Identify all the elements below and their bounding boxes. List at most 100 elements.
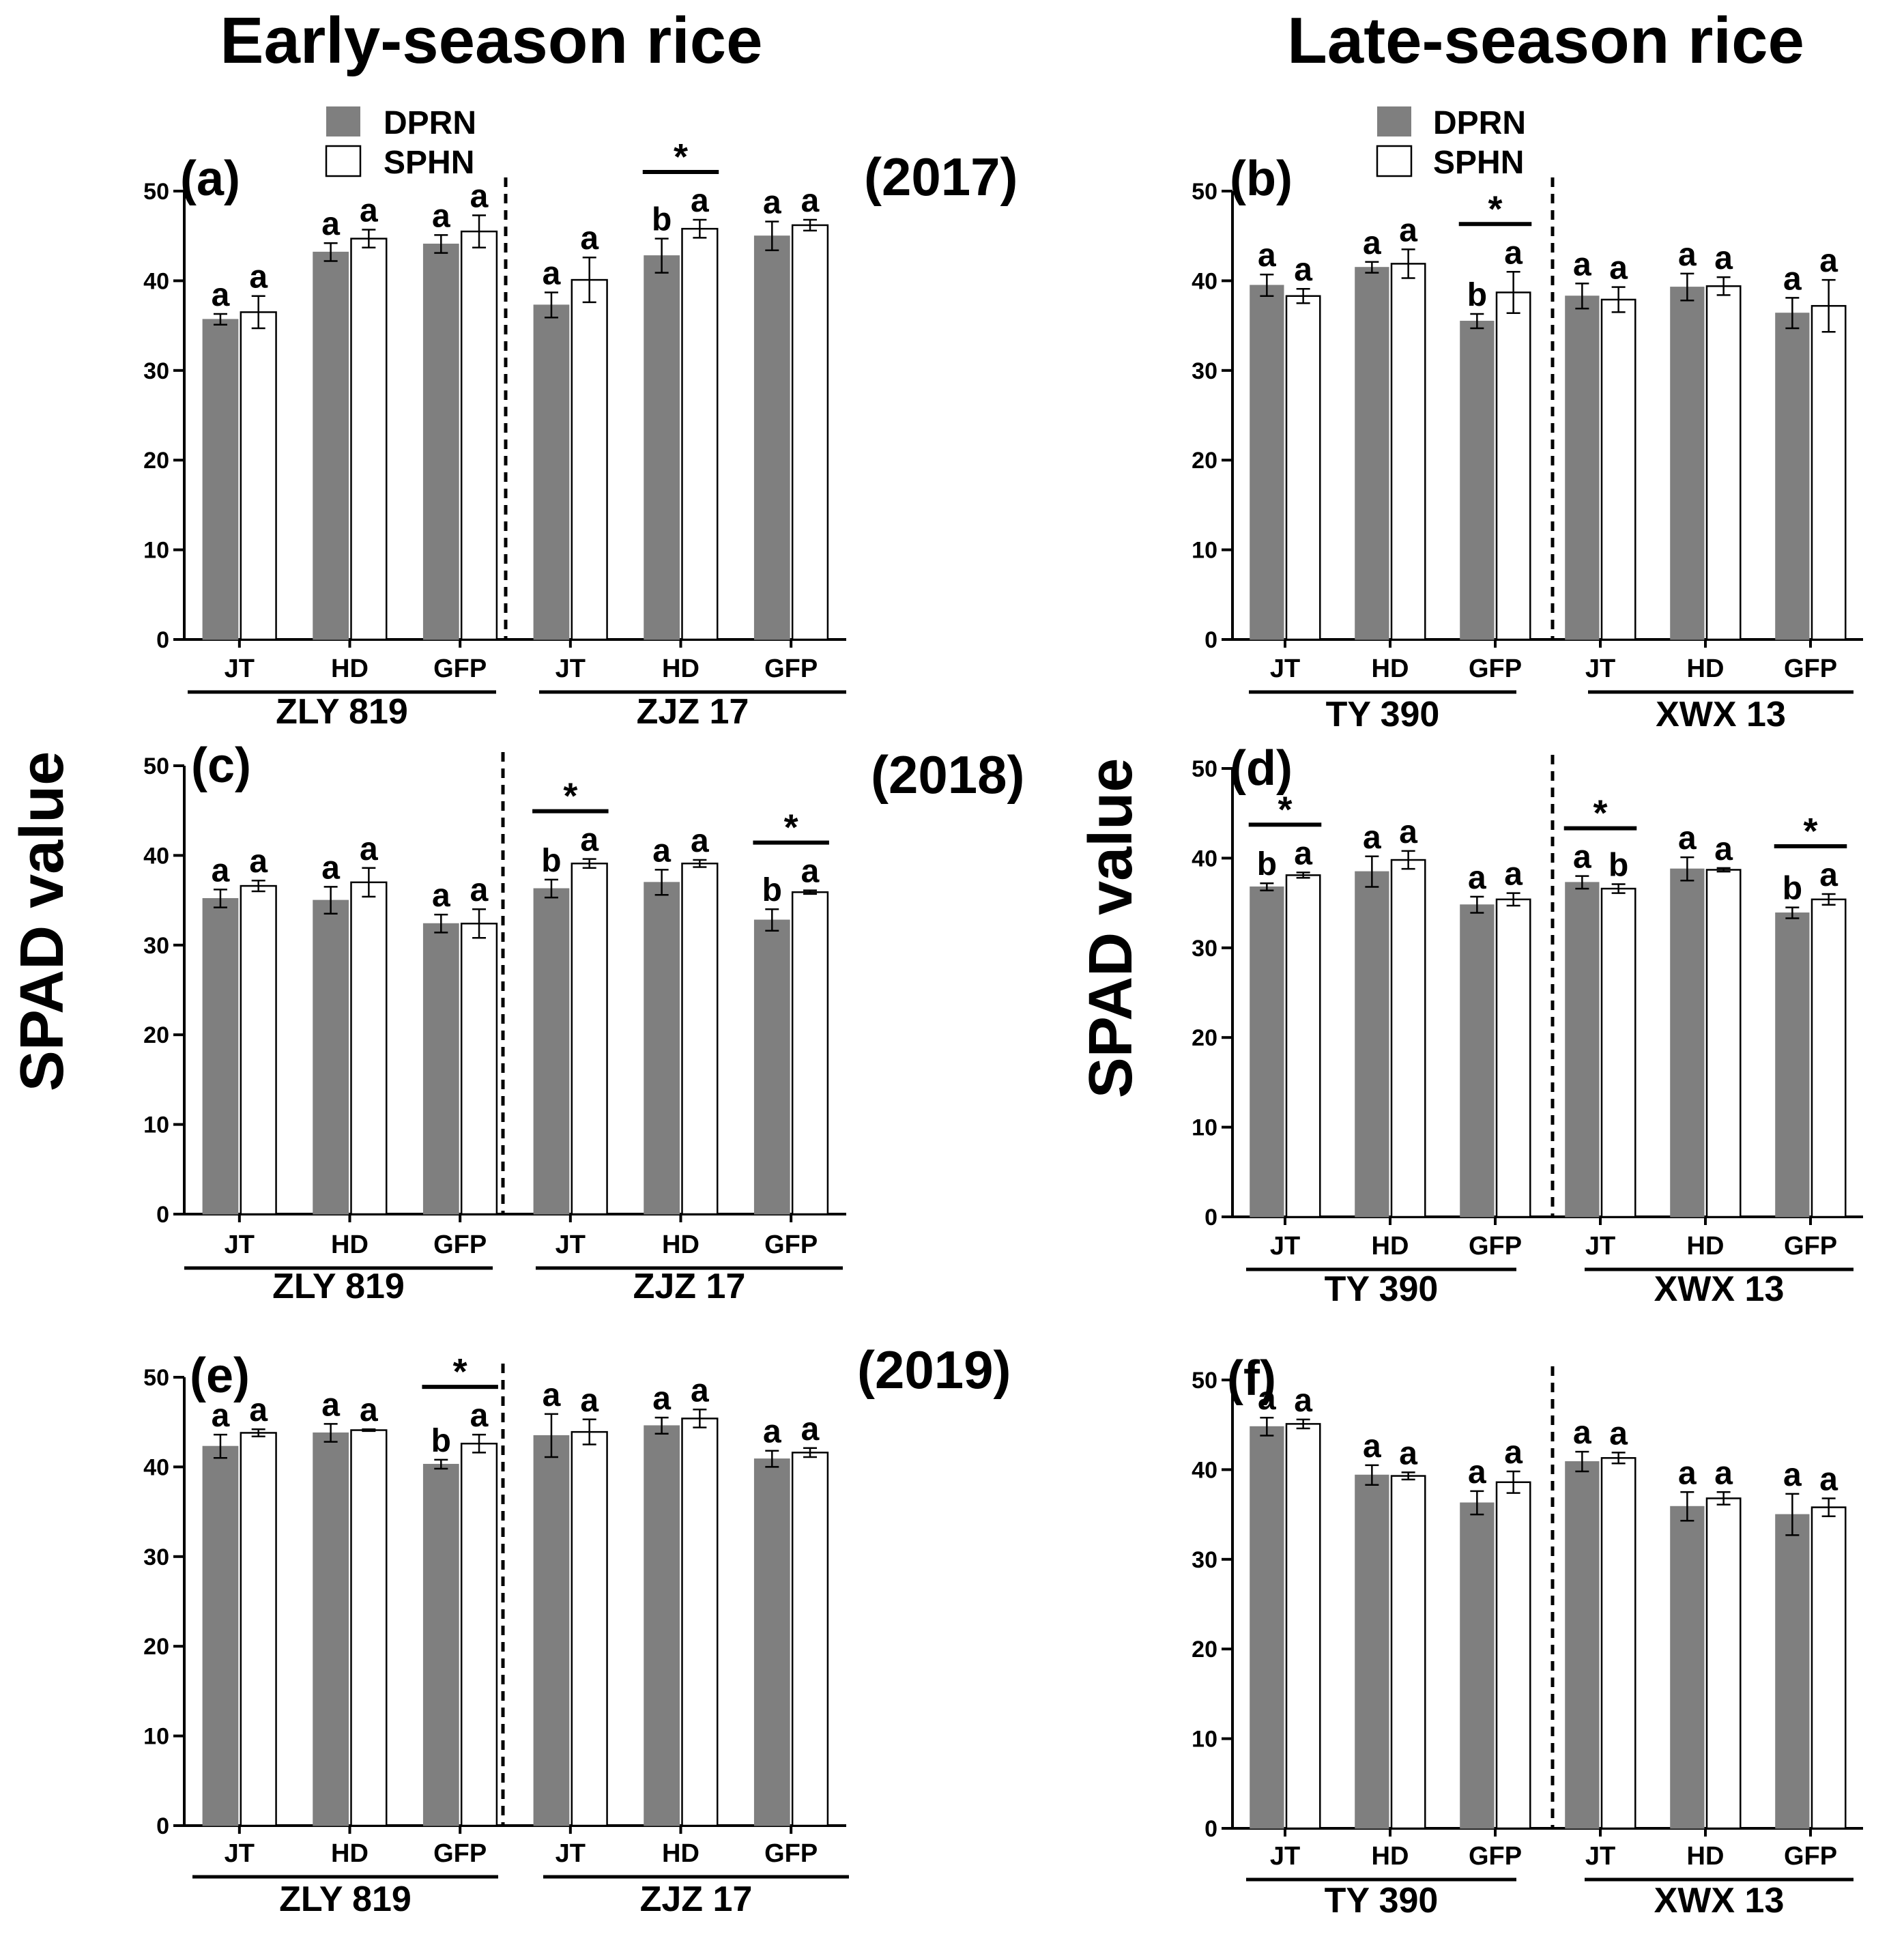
bar-dprn xyxy=(1670,868,1705,1218)
bar-sphn xyxy=(571,862,608,1215)
significance-letter: a xyxy=(1294,1383,1312,1419)
bar-sphn xyxy=(791,891,829,1215)
cultivar-label: ZJZ 17 xyxy=(637,692,749,732)
significance-letter: a xyxy=(360,831,378,867)
bar-dprn xyxy=(1565,296,1600,640)
category-label: GFP xyxy=(1469,654,1522,683)
bar-dprn xyxy=(202,1445,239,1826)
bar-sphn xyxy=(1390,1475,1426,1830)
significance-letter: a xyxy=(1714,831,1733,867)
bar-sphn xyxy=(350,1429,388,1827)
category-label: HD xyxy=(662,1839,699,1868)
bar-dprn xyxy=(1775,313,1810,640)
bar-sphn xyxy=(1705,285,1742,641)
bar-sphn xyxy=(681,862,719,1215)
bar-sphn xyxy=(1390,859,1426,1218)
year-label-2017: (2017) xyxy=(864,147,1018,207)
significance-star: * xyxy=(784,807,798,848)
significance-letter: a xyxy=(1363,820,1381,856)
significance-letter: a xyxy=(212,277,230,313)
y-tick-label: 10 xyxy=(143,1724,169,1750)
bar-dprn xyxy=(422,244,459,640)
bar-sphn xyxy=(350,238,388,641)
bar-dprn xyxy=(533,1435,570,1826)
bar-sphn xyxy=(1811,898,1847,1218)
bar-dprn xyxy=(533,304,570,640)
y-tick-label: 30 xyxy=(1192,1547,1217,1573)
bar-dprn xyxy=(1460,321,1495,640)
cultivar-label: ZJZ 17 xyxy=(633,1267,746,1306)
y-tick-label: 40 xyxy=(143,1454,169,1480)
category-label: JT xyxy=(556,1839,586,1868)
bar-sphn xyxy=(1811,1506,1847,1830)
significance-letter: a xyxy=(1504,235,1523,271)
bar-sphn xyxy=(1705,1497,1742,1830)
category-label: GFP xyxy=(1469,1232,1522,1261)
legend-label-dprn: DPRN xyxy=(384,105,476,141)
category-label: HD xyxy=(1687,1842,1725,1871)
legend-swatch-dprn xyxy=(1377,106,1411,136)
bar-sphn xyxy=(681,1417,719,1827)
bar-sphn xyxy=(240,1432,277,1827)
y-axis-label-left: SPAD value xyxy=(8,751,76,1092)
bar-dprn xyxy=(422,1463,459,1826)
bar-sphn xyxy=(1495,1481,1531,1830)
y-tick-label: 0 xyxy=(1205,627,1217,653)
significance-letter: a xyxy=(580,822,598,859)
significance-letter: b xyxy=(541,843,561,879)
bar-dprn xyxy=(202,897,239,1215)
significance-letter: a xyxy=(321,1387,340,1423)
panel-label: (d) xyxy=(1230,741,1293,796)
category-label: GFP xyxy=(764,1230,818,1259)
cultivar-label: XWX 13 xyxy=(1654,1881,1785,1920)
category-label: GFP xyxy=(433,1839,487,1868)
significance-letter: a xyxy=(1714,1455,1733,1491)
y-tick-label: 10 xyxy=(143,1112,169,1138)
y-tick-label: 50 xyxy=(1192,756,1217,782)
y-tick-label: 50 xyxy=(1192,1368,1217,1394)
significance-letter: a xyxy=(321,850,340,886)
late-season-title: Late-season rice xyxy=(1287,4,1804,77)
y-tick-label: 10 xyxy=(143,538,169,564)
category-label: GFP xyxy=(764,654,818,683)
bar-sphn xyxy=(1285,874,1321,1218)
bar-dprn xyxy=(533,888,570,1215)
significance-letter: a xyxy=(691,183,709,219)
y-tick-label: 50 xyxy=(1192,179,1217,205)
bar-sphn xyxy=(350,881,388,1215)
y-tick-label: 10 xyxy=(1192,538,1217,564)
y-tick-label: 20 xyxy=(143,1022,169,1048)
category-label: JT xyxy=(225,1230,255,1259)
bar-dprn xyxy=(753,919,790,1215)
y-tick-label: 10 xyxy=(1192,1727,1217,1753)
cultivar-label: XWX 13 xyxy=(1654,1269,1785,1309)
category-label: HD xyxy=(1372,654,1409,683)
bar-dprn xyxy=(1775,1514,1810,1829)
significance-letter: a xyxy=(691,1372,709,1409)
significance-letter: a xyxy=(652,1381,671,1417)
bar-dprn xyxy=(202,319,239,640)
significance-star: * xyxy=(1488,188,1502,229)
significance-letter: a xyxy=(1678,1455,1697,1491)
bar-dprn xyxy=(1670,287,1705,640)
category-label: JT xyxy=(1585,654,1615,683)
significance-letter: a xyxy=(360,193,378,229)
panel-label: (b) xyxy=(1230,152,1293,206)
y-tick-label: 50 xyxy=(143,179,169,205)
significance-letter: b xyxy=(1783,871,1802,907)
bar-sphn xyxy=(791,224,829,641)
bar-sphn xyxy=(240,311,277,641)
significance-letter: a xyxy=(580,220,598,257)
significance-letter: a xyxy=(1609,250,1628,287)
significance-star: * xyxy=(453,1351,467,1392)
bar-dprn xyxy=(644,882,680,1215)
significance-letter: a xyxy=(1573,1415,1591,1451)
legend-left: DPRN SPHN xyxy=(325,105,476,181)
y-tick-label: 20 xyxy=(1192,1025,1217,1051)
significance-letter: a xyxy=(763,185,781,221)
bar-sphn xyxy=(571,1430,608,1827)
y-tick-label: 30 xyxy=(1192,358,1217,384)
bar-dprn xyxy=(313,1432,349,1826)
